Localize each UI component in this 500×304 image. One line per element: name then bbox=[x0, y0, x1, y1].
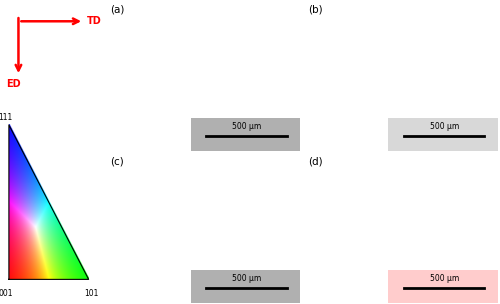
Text: ED: ED bbox=[6, 79, 21, 89]
Text: 001: 001 bbox=[0, 289, 13, 298]
Text: 500 μm: 500 μm bbox=[232, 274, 261, 283]
Bar bbox=[190, 118, 300, 151]
Text: Fe-R: Fe-R bbox=[186, 56, 208, 65]
Bar bbox=[388, 270, 498, 303]
Bar bbox=[190, 270, 300, 303]
Text: (c): (c) bbox=[110, 157, 124, 167]
Text: Fe-R: Fe-R bbox=[186, 208, 208, 217]
Text: (d): (d) bbox=[308, 157, 322, 167]
Text: 500 μm: 500 μm bbox=[430, 122, 459, 131]
Text: TD: TD bbox=[87, 16, 102, 26]
Text: (b): (b) bbox=[308, 5, 322, 15]
Text: 101: 101 bbox=[84, 289, 99, 298]
Text: 500 μm: 500 μm bbox=[430, 274, 459, 283]
Text: 500 μm: 500 μm bbox=[232, 122, 261, 131]
Text: (a): (a) bbox=[110, 5, 124, 15]
Text: 111: 111 bbox=[0, 113, 13, 122]
Bar bbox=[388, 118, 498, 151]
